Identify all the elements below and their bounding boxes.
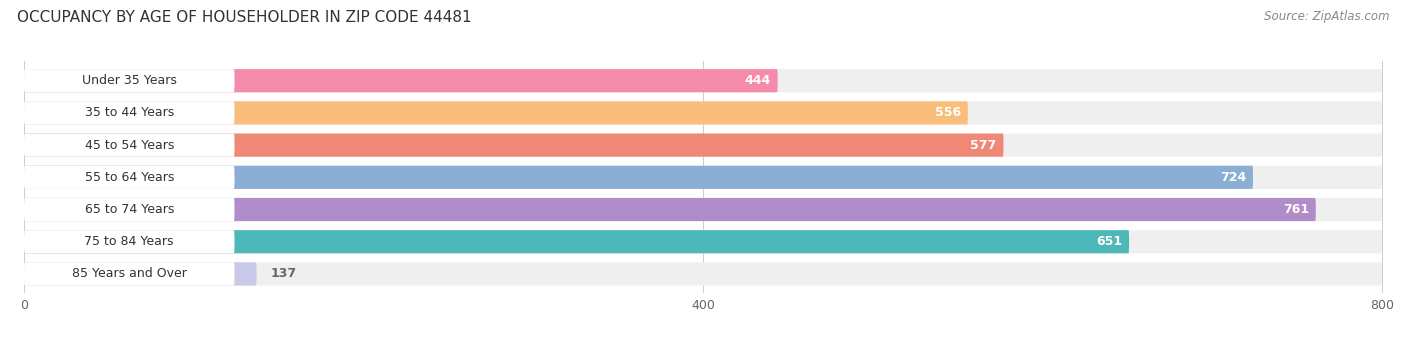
Text: Source: ZipAtlas.com: Source: ZipAtlas.com bbox=[1264, 10, 1389, 23]
Text: 45 to 54 Years: 45 to 54 Years bbox=[84, 138, 174, 152]
FancyBboxPatch shape bbox=[24, 69, 778, 92]
FancyBboxPatch shape bbox=[24, 198, 1316, 221]
Text: 651: 651 bbox=[1097, 235, 1122, 248]
Text: 761: 761 bbox=[1282, 203, 1309, 216]
FancyBboxPatch shape bbox=[24, 69, 235, 92]
FancyBboxPatch shape bbox=[24, 134, 1004, 157]
FancyBboxPatch shape bbox=[24, 198, 1382, 221]
Text: 75 to 84 Years: 75 to 84 Years bbox=[84, 235, 174, 248]
FancyBboxPatch shape bbox=[24, 101, 1382, 124]
FancyBboxPatch shape bbox=[24, 262, 235, 285]
Text: 65 to 74 Years: 65 to 74 Years bbox=[84, 203, 174, 216]
Text: 137: 137 bbox=[270, 267, 297, 280]
FancyBboxPatch shape bbox=[24, 230, 1382, 253]
FancyBboxPatch shape bbox=[24, 262, 256, 285]
FancyBboxPatch shape bbox=[24, 101, 967, 124]
Text: OCCUPANCY BY AGE OF HOUSEHOLDER IN ZIP CODE 44481: OCCUPANCY BY AGE OF HOUSEHOLDER IN ZIP C… bbox=[17, 10, 471, 25]
Text: 35 to 44 Years: 35 to 44 Years bbox=[84, 106, 174, 119]
FancyBboxPatch shape bbox=[24, 262, 1382, 285]
Text: Under 35 Years: Under 35 Years bbox=[82, 74, 177, 87]
FancyBboxPatch shape bbox=[24, 69, 1382, 92]
Text: 444: 444 bbox=[745, 74, 770, 87]
Text: 556: 556 bbox=[935, 106, 962, 119]
FancyBboxPatch shape bbox=[24, 230, 1129, 253]
FancyBboxPatch shape bbox=[24, 166, 1382, 189]
FancyBboxPatch shape bbox=[24, 134, 235, 157]
FancyBboxPatch shape bbox=[24, 166, 235, 189]
Text: 85 Years and Over: 85 Years and Over bbox=[72, 267, 187, 280]
FancyBboxPatch shape bbox=[24, 166, 1253, 189]
Text: 724: 724 bbox=[1220, 171, 1246, 184]
Text: 55 to 64 Years: 55 to 64 Years bbox=[84, 171, 174, 184]
Text: 577: 577 bbox=[970, 138, 997, 152]
FancyBboxPatch shape bbox=[24, 230, 235, 253]
FancyBboxPatch shape bbox=[24, 198, 235, 221]
FancyBboxPatch shape bbox=[24, 134, 1382, 157]
FancyBboxPatch shape bbox=[24, 101, 235, 124]
